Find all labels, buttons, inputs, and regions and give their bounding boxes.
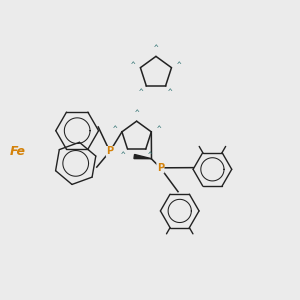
Text: ^: ^	[154, 44, 158, 53]
Text: P: P	[157, 163, 164, 173]
Polygon shape	[134, 154, 152, 159]
Text: P: P	[106, 146, 113, 157]
Text: ^: ^	[130, 61, 135, 70]
Text: ^: ^	[148, 151, 153, 160]
Text: ^: ^	[134, 109, 139, 118]
Text: ^: ^	[121, 151, 125, 160]
Text: ^: ^	[177, 61, 182, 70]
Text: ^: ^	[168, 88, 173, 97]
Text: ^: ^	[156, 125, 161, 134]
Text: ^: ^	[139, 88, 144, 97]
Text: Fe: Fe	[10, 145, 26, 158]
Text: ^: ^	[112, 125, 117, 134]
